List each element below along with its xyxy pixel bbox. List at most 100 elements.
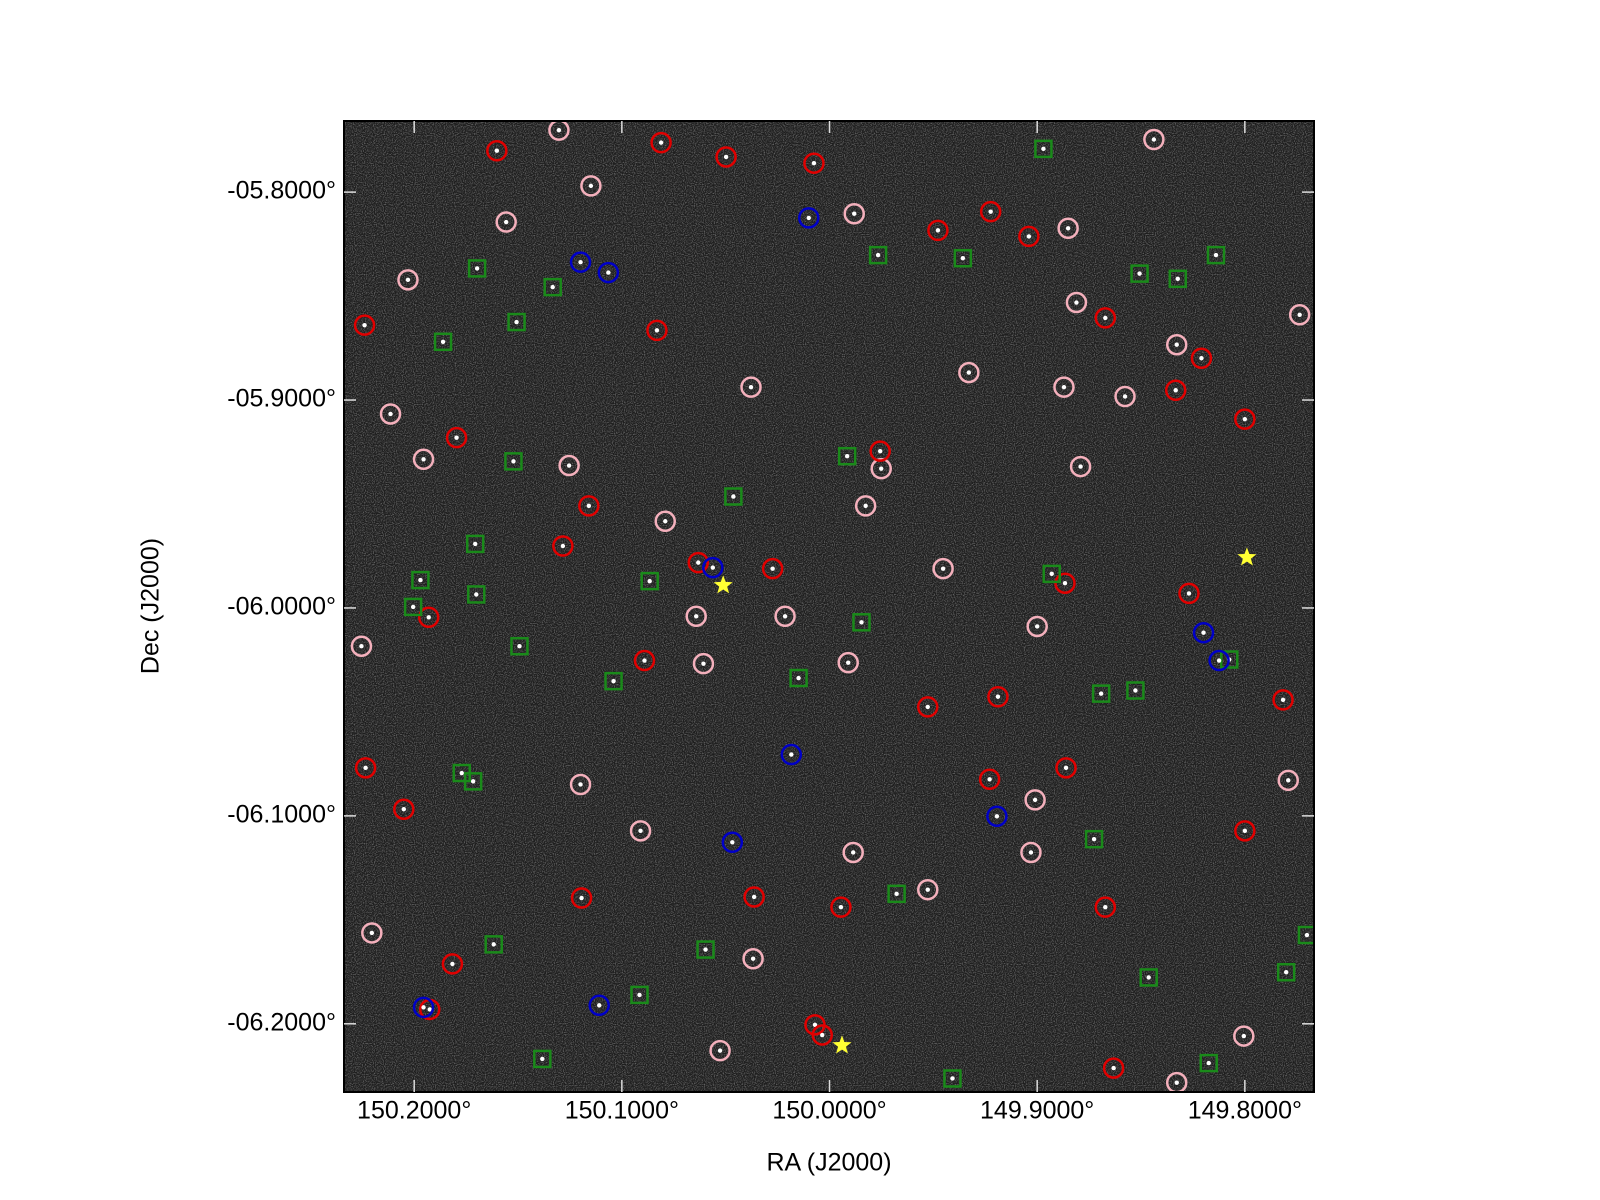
- source-circle: [774, 605, 796, 628]
- star-dot: [1041, 146, 1046, 152]
- source-circle: [1053, 376, 1075, 398]
- star-dot: [940, 566, 946, 571]
- x-tick-label: 149.9000°: [980, 1097, 1094, 1125]
- star-dot: [693, 614, 699, 619]
- star-dot: [859, 620, 864, 625]
- star-dot: [578, 782, 583, 787]
- source-circle: [580, 175, 602, 197]
- y-tick-label: -06.2000°: [227, 1008, 336, 1036]
- star-dot: [1206, 1060, 1211, 1066]
- source-circle: [830, 896, 852, 918]
- source-square: [1126, 681, 1145, 700]
- source-circle: [958, 361, 980, 384]
- star-dot: [1032, 797, 1038, 803]
- source-circle: [412, 996, 435, 1019]
- source-square: [724, 487, 743, 506]
- star-dot: [663, 519, 668, 524]
- source-circle: [397, 269, 419, 291]
- source-circle: [916, 696, 939, 718]
- source-circle: [1272, 689, 1294, 711]
- source-circle: [811, 1024, 834, 1046]
- star-dot: [363, 765, 368, 771]
- star-dot: [730, 840, 735, 845]
- star-dot: [638, 828, 643, 834]
- source-square: [1084, 829, 1104, 849]
- source-circle: [837, 651, 859, 674]
- source-square: [868, 245, 888, 265]
- star-dot: [838, 904, 844, 910]
- source-square: [1139, 968, 1158, 987]
- source-circle: [854, 495, 877, 517]
- star-dot: [844, 453, 850, 459]
- star-dot: [925, 704, 930, 710]
- y-tick-label: -05.8000°: [227, 177, 336, 205]
- source-circle: [1165, 1071, 1188, 1092]
- star-dot: [863, 503, 868, 509]
- star-dot: [1063, 765, 1069, 771]
- star-dot: [369, 930, 375, 936]
- star-dot: [658, 140, 664, 145]
- source-circle: [1164, 379, 1187, 402]
- source-circle: [1024, 789, 1046, 811]
- source-circle: [1069, 455, 1092, 478]
- star-dot: [987, 777, 992, 782]
- source-circle: [1234, 408, 1256, 430]
- source-square: [852, 613, 871, 632]
- source-circle: [1165, 333, 1188, 356]
- source-circle: [842, 841, 864, 864]
- source-circle: [350, 635, 373, 657]
- source-square: [1034, 139, 1053, 159]
- image-noise: [344, 121, 1314, 1092]
- source-circle: [353, 314, 376, 336]
- star-dot: [770, 566, 775, 571]
- star-dot: [966, 370, 972, 375]
- source-circle: [486, 139, 508, 162]
- star-dot: [710, 565, 716, 570]
- star-dot: [440, 339, 446, 345]
- star-dot: [988, 209, 993, 214]
- star-dot: [994, 814, 1000, 819]
- source-square: [1130, 264, 1149, 283]
- source-circle: [916, 878, 939, 901]
- source-circle: [1094, 307, 1117, 329]
- source-circle: [570, 887, 593, 909]
- star-dot: [427, 1007, 432, 1012]
- source-square: [433, 332, 453, 352]
- star-dot: [750, 956, 756, 961]
- star-dot: [1034, 624, 1040, 629]
- star-dot: [401, 807, 407, 812]
- star-dot: [474, 592, 479, 597]
- source-square: [640, 571, 659, 591]
- source-circle: [1094, 896, 1117, 918]
- star-dot: [474, 266, 480, 271]
- source-circle: [743, 886, 765, 908]
- star-dot: [925, 887, 930, 892]
- star-dot: [566, 463, 572, 468]
- source-circle: [495, 211, 517, 233]
- source-circle: [361, 922, 383, 944]
- star-dot: [1151, 137, 1157, 142]
- source-circle: [629, 820, 652, 842]
- star-dot: [1133, 688, 1138, 693]
- x-tick-label: 150.0000°: [772, 1097, 886, 1125]
- star-dot: [1201, 630, 1206, 635]
- source-circle: [379, 403, 402, 425]
- star-dot: [846, 660, 851, 665]
- star-dot: [359, 644, 364, 649]
- source-circle: [687, 551, 710, 574]
- source-circle: [987, 685, 1009, 708]
- source-circle: [1018, 225, 1040, 248]
- source-square: [1042, 564, 1061, 584]
- source-circle: [702, 556, 724, 579]
- source-circle: [646, 319, 668, 342]
- source-circle: [441, 953, 464, 975]
- star-dot: [806, 215, 811, 221]
- y-tick-label: -06.0000°: [227, 593, 336, 621]
- source-square: [1276, 962, 1296, 982]
- source-square: [533, 1049, 552, 1069]
- star-dot: [1241, 1033, 1247, 1039]
- source-square: [789, 668, 808, 688]
- source-circle: [869, 440, 891, 462]
- star-dot: [597, 1003, 602, 1008]
- source-circle: [1277, 769, 1299, 792]
